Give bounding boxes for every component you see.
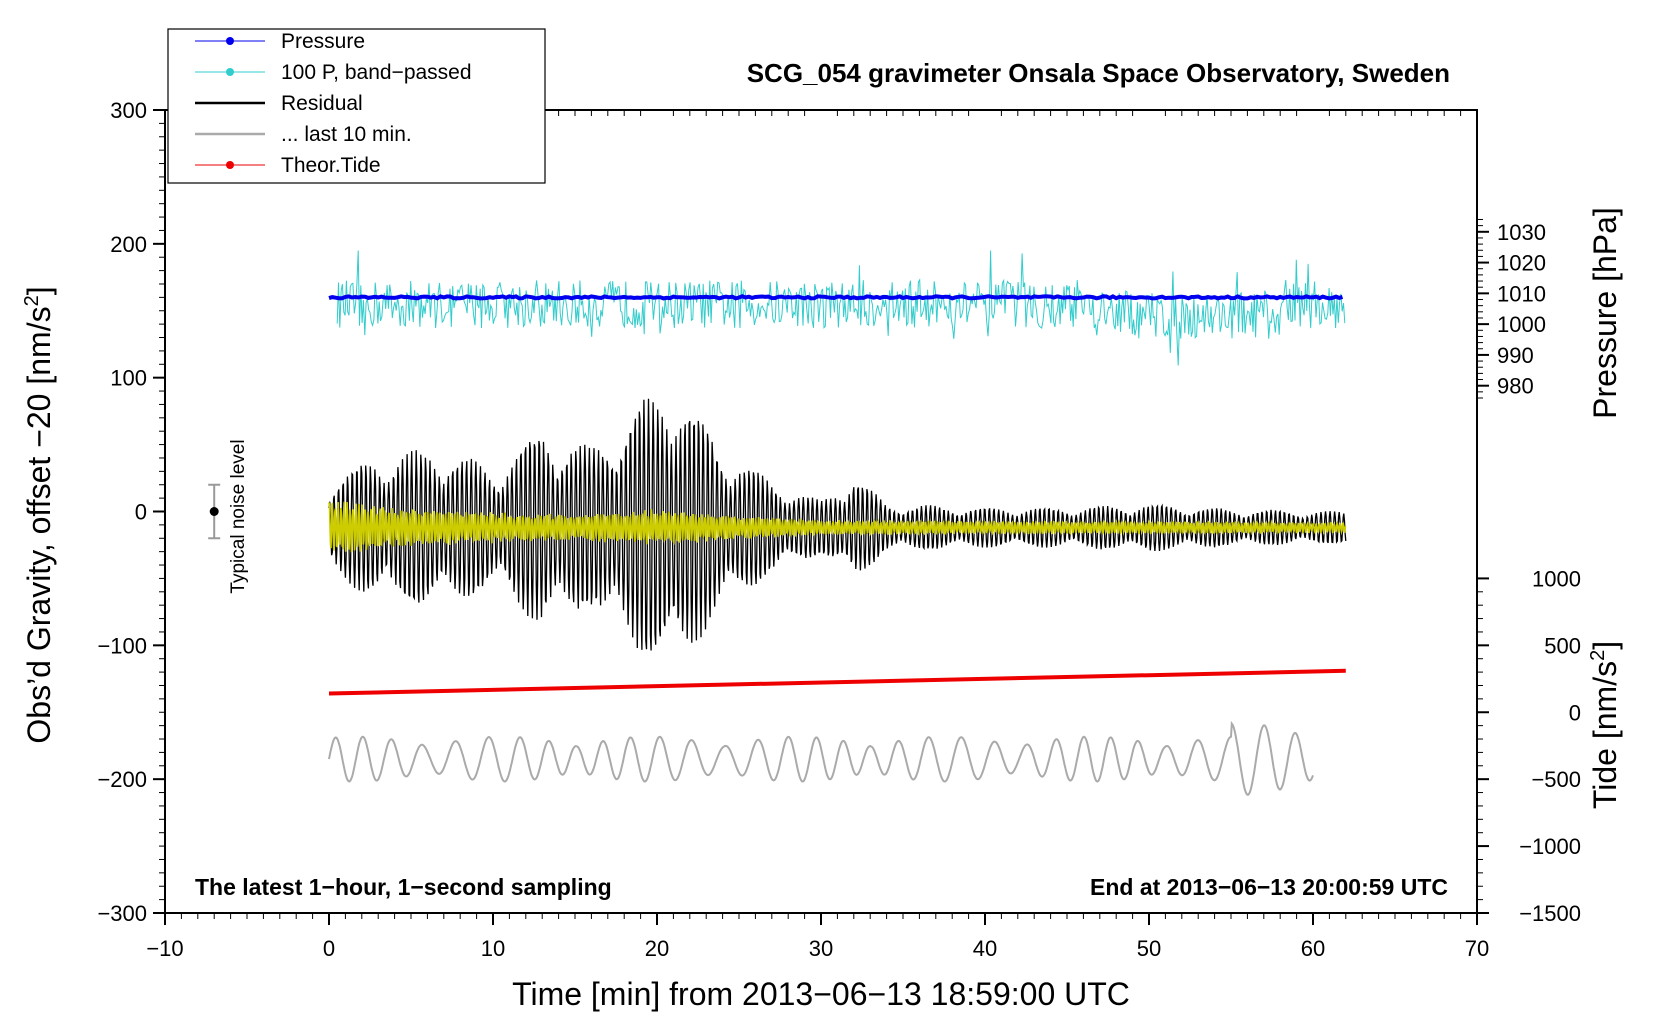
x-tick-label: 20 [645, 936, 669, 961]
y-tick-label: −300 [97, 901, 147, 926]
x-tick-label: 70 [1465, 936, 1489, 961]
legend-label: Residual [281, 92, 363, 115]
legend-item: ... last 10 min. [195, 123, 412, 146]
tide-tick-label: −1500 [1519, 901, 1581, 926]
legend-swatch-marker [226, 68, 234, 76]
x-axis: −10 0 10 20 30 40 50 60 70 [146, 913, 1489, 961]
pressure-tick-label: 1010 [1497, 281, 1546, 306]
noise-level-label: Typical noise level [228, 439, 249, 593]
series-last-10-min-line [328, 720, 1314, 796]
y-axis-left-label-end: ] [21, 286, 57, 295]
tide-tick-label: 1000 [1532, 566, 1581, 591]
legend-swatch-marker [226, 161, 234, 169]
pressure-tick-label: 980 [1497, 374, 1534, 399]
legend-item: Residual [195, 92, 363, 115]
legend-label: Pressure [281, 30, 365, 53]
legend-box [167, 28, 546, 184]
y-tick-label: −100 [97, 633, 147, 658]
y-axis-pressure: 1030 1020 1010 1000 990 980 [1477, 220, 1546, 399]
y-axis-left: 300 200 100 0 −100 −200 −300 [97, 98, 165, 926]
chart-title: SCG_054 gravimeter Onsala Space Observat… [747, 58, 1450, 88]
y-axis-tide-label-sup: 2 [1587, 650, 1609, 661]
legend-swatch-marker [226, 37, 234, 45]
annotation-end-time: End at 2013−06−13 20:00:59 UTC [1090, 874, 1448, 900]
legend-item: 100 P, band−passed [195, 61, 472, 84]
noise-level-marker: Typical noise level [208, 439, 249, 594]
tide-tick-label: 500 [1544, 633, 1581, 658]
legend-label: ... last 10 min. [281, 123, 412, 146]
pressure-tick-label: 1020 [1497, 251, 1546, 276]
x-tick-label: 0 [323, 936, 335, 961]
x-tick-label: 40 [973, 936, 997, 961]
y-tick-label: 300 [110, 98, 147, 123]
series-residual-line [328, 398, 1347, 651]
series-band-passed-line [336, 250, 1346, 366]
y-axis-tide-label-main: Tide [nm/s [1587, 661, 1623, 809]
y-axis-left-label-sup: 2 [21, 295, 43, 306]
x-axis-label: Time [min] from 2013−06−13 18:59:00 UTC [512, 976, 1130, 1012]
series-tide-line [328, 668, 1346, 696]
pressure-tick-label: 990 [1497, 343, 1534, 368]
y-tick-label: 200 [110, 232, 147, 257]
y-axis-left-label: Obs’d Gravity, offset −20 [nm/s2] [21, 286, 57, 743]
x-tick-label: 10 [481, 936, 505, 961]
x-tick-label: 30 [809, 936, 833, 961]
legend-item: Pressure [195, 30, 365, 53]
pressure-tick-label: 1030 [1497, 220, 1546, 245]
legend-items: Pressure 100 P, band−passed Residual ... la… [195, 30, 472, 177]
tide-tick-label: −1000 [1519, 834, 1581, 859]
annotation-sampling: The latest 1−hour, 1−second sampling [195, 874, 612, 900]
y-axis-left-label-main: Obs’d Gravity, offset −20 [nm/s [21, 306, 57, 743]
noise-dot [209, 507, 219, 516]
pressure-tick-label: 1000 [1497, 312, 1546, 337]
series-pressure-line [328, 294, 1344, 301]
y-tick-label: 100 [110, 366, 147, 391]
series-layer [328, 250, 1347, 796]
x-tick-label: −10 [146, 936, 183, 961]
y-axis-pressure-label: Pressure [hPa] [1587, 207, 1623, 419]
series-residual-filtered-line [328, 501, 1347, 553]
legend-label: Theor.Tide [281, 154, 381, 177]
y-tick-label: 0 [135, 500, 147, 525]
legend-label: 100 P, band−passed [281, 61, 472, 84]
tide-tick-label: 0 [1569, 700, 1581, 725]
x-tick-label: 60 [1301, 936, 1325, 961]
y-axis-tide: 1000 500 0 −500 −1000 −1500 [1477, 566, 1581, 926]
y-axis-tide-label: Tide [nm/s2] [1587, 641, 1623, 809]
minor-ticks [159, 110, 1483, 919]
tide-tick-label: −500 [1531, 767, 1581, 792]
y-tick-label: −200 [97, 767, 147, 792]
legend-item: Theor.Tide [195, 154, 381, 177]
y-axis-tide-label-end: ] [1587, 641, 1623, 650]
x-tick-label: 50 [1137, 936, 1161, 961]
legend: Pressure 100 P, band−passed Residual ... la… [167, 28, 546, 184]
